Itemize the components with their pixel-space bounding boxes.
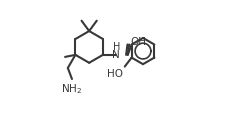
Text: H: H <box>113 42 120 52</box>
Text: OH: OH <box>130 37 146 47</box>
Text: NH$_2$: NH$_2$ <box>60 82 81 96</box>
Text: HO: HO <box>107 69 123 79</box>
Text: N: N <box>111 50 119 60</box>
